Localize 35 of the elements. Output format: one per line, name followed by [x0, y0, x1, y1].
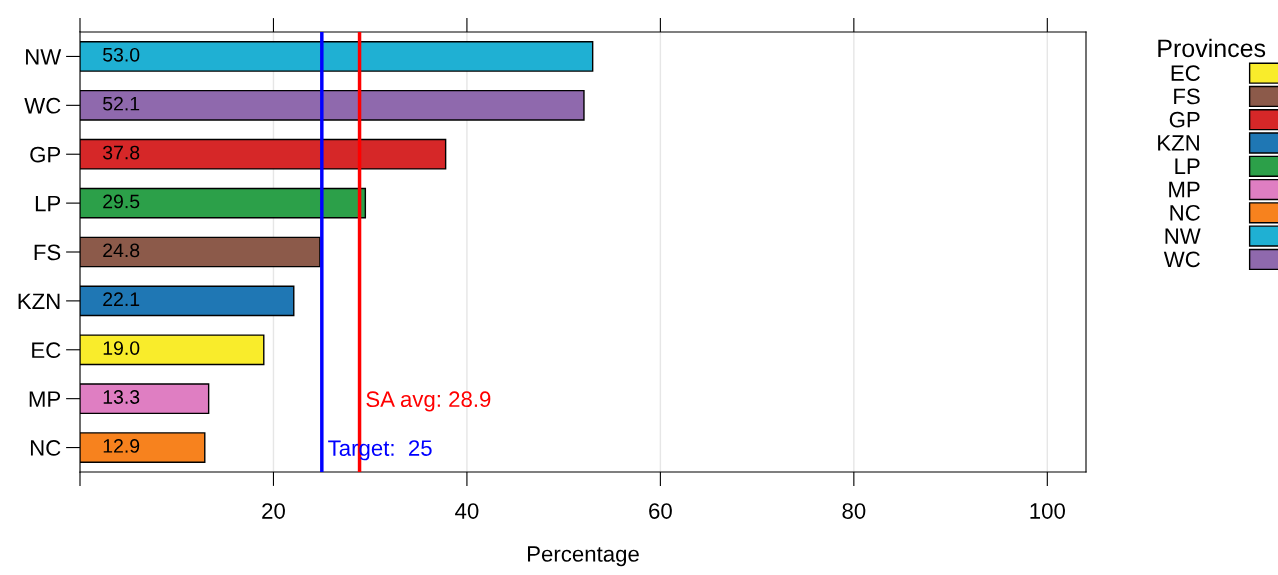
legend-label: NC	[1170, 204, 1200, 221]
x-tick-label: 80	[842, 503, 866, 519]
data-label: 19.0	[103, 341, 140, 355]
legend-label: WC	[1163, 251, 1200, 268]
data-label: 12.9	[103, 439, 140, 453]
data-label: 52.1	[103, 96, 140, 111]
y-tick-label: WC	[24, 97, 61, 114]
legend-title: Provinces	[1158, 38, 1266, 58]
y-tick-label: NC	[30, 440, 61, 456]
legend-label: NW	[1165, 228, 1201, 244]
y-tick-label: GP	[30, 146, 61, 163]
legend-label: KZN	[1158, 135, 1199, 151]
data-label: 22.1	[103, 292, 140, 306]
x-tick-label: 20	[262, 503, 285, 519]
data-label: 24.8	[103, 243, 140, 258]
legend-label: FS	[1174, 88, 1200, 105]
data-label: 53.0	[103, 47, 140, 62]
legend-label: GP	[1169, 111, 1200, 128]
x-axis-title: Percentage	[528, 546, 639, 567]
y-tick-label: LP	[35, 195, 61, 212]
data-label: 29.5	[103, 194, 140, 209]
x-tick-label: 40	[455, 503, 479, 519]
y-tick-label: MP	[29, 391, 61, 407]
y-tick-label: FS	[34, 244, 61, 261]
x-tick-label: 60	[649, 503, 672, 519]
x-tick-label: 100	[1030, 503, 1065, 519]
data-label: 13.3	[103, 390, 140, 404]
legend-label: EC	[1171, 65, 1200, 81]
y-tick-label: NW	[26, 49, 62, 65]
data-label: 37.8	[102, 145, 140, 160]
ref-line-label: SA avg: 28.9	[366, 391, 491, 412]
legend-label: MP	[1169, 181, 1200, 198]
legend-label: LP	[1175, 158, 1200, 174]
y-tick-label: KZN	[18, 293, 60, 309]
y-tick-label: EC	[32, 342, 61, 359]
